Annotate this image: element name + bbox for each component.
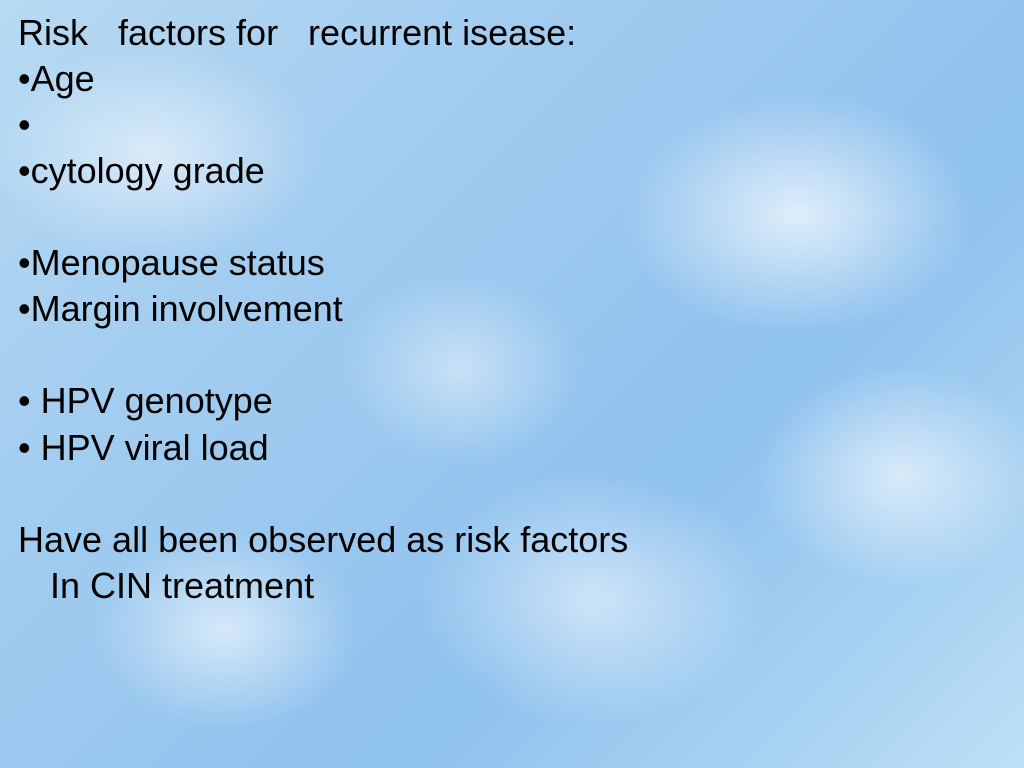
bullet-menopause-status: •Menopause status <box>18 240 1006 286</box>
bullet-empty: • <box>18 102 1006 148</box>
slide-content: Risk factors for recurrent isease: •Age … <box>0 0 1024 619</box>
spacer <box>18 332 1006 378</box>
bullet-margin-involvement: •Margin involvement <box>18 286 1006 332</box>
closing-line-2: In CIN treatment <box>18 563 1006 609</box>
slide-title: Risk factors for recurrent isease: <box>18 10 1006 56</box>
bullet-hpv-viral-load: • HPV viral load <box>18 425 1006 471</box>
closing-line-1: Have all been observed as risk factors <box>18 517 1006 563</box>
bullet-cytology-grade: •cytology grade <box>18 148 1006 194</box>
bullet-hpv-genotype: • HPV genotype <box>18 378 1006 424</box>
spacer <box>18 471 1006 517</box>
bullet-age: •Age <box>18 56 1006 102</box>
spacer <box>18 194 1006 240</box>
